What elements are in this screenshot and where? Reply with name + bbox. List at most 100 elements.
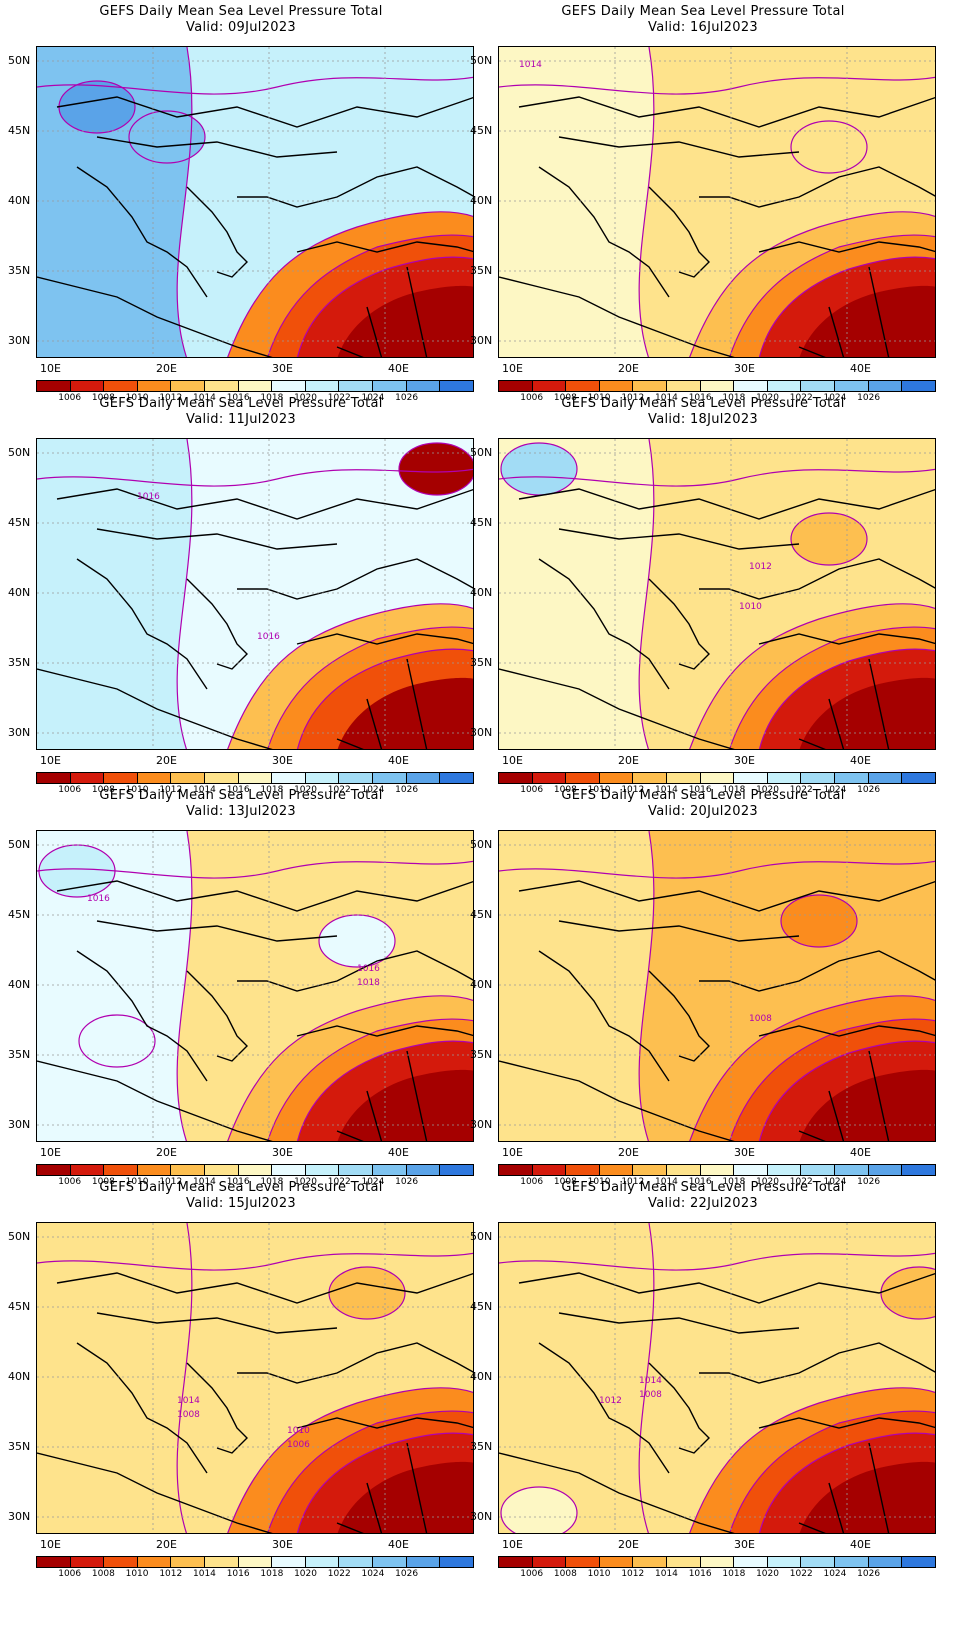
coastline — [186, 970, 248, 1062]
coastline — [76, 1342, 208, 1474]
colorbar-swatch — [835, 1165, 869, 1175]
colorbar-swatch — [532, 1165, 567, 1175]
latitude-label: 45N — [8, 516, 31, 529]
colorbar-swatch — [272, 1557, 306, 1567]
panel-title: GEFS Daily Mean Sea Level Pressure Total — [99, 788, 383, 803]
colorbar-label: 1014 — [655, 1569, 678, 1579]
colorbar-swatch — [339, 773, 374, 783]
colorbar-swatch — [171, 1557, 206, 1567]
longitude-label: 20E — [618, 1146, 639, 1159]
coastline — [828, 1482, 845, 1533]
colorbar-swatch — [599, 1557, 634, 1567]
coastline — [798, 1130, 826, 1141]
colorbar-swatch — [835, 773, 869, 783]
colorbar-swatch — [272, 381, 306, 391]
colorbar-label: 1022 — [789, 785, 813, 795]
colorbar-label: 1014 — [193, 1569, 216, 1579]
colorbar — [36, 1164, 474, 1176]
coastline — [56, 96, 473, 128]
colorbar-label: 1006 — [520, 1569, 544, 1579]
isobar-label: 1018 — [357, 978, 380, 988]
pressure-map: 1016 1016 — [36, 438, 474, 750]
colorbar-swatch — [238, 1165, 273, 1175]
colorbar-swatch — [767, 773, 802, 783]
colorbar-label: 1016 — [226, 1569, 250, 1579]
longitude-label: 20E — [618, 754, 639, 767]
colorbar-swatch — [868, 1165, 903, 1175]
panel-valid-date: Valid: 20Jul2023 — [648, 804, 758, 819]
isobar-contour — [296, 1040, 473, 1141]
coastline — [37, 668, 273, 749]
field-cell — [881, 1267, 935, 1319]
colorbar-swatch — [566, 381, 600, 391]
coastline — [648, 970, 710, 1062]
colorbar-label: 1012 — [621, 1569, 645, 1579]
colorbar-swatch — [406, 1165, 441, 1175]
panel-valid-date: Valid: 15Jul2023 — [186, 1196, 296, 1211]
colorbar-label: 1010 — [587, 1177, 611, 1187]
colorbar-label: 1020 — [294, 393, 317, 403]
longitude-label: 30E — [272, 754, 293, 767]
coastline — [336, 738, 364, 749]
isobar-contour — [499, 860, 935, 879]
pressure-map: 1012 1010 — [498, 438, 936, 750]
isobar-contour — [689, 995, 935, 1141]
longitude-label: 10E — [40, 754, 61, 767]
coastline — [336, 1130, 364, 1141]
isobar-label: 1008 — [177, 1410, 200, 1420]
coastline — [237, 950, 473, 992]
longitude-label: 30E — [734, 362, 755, 375]
colorbar-label: 1022 — [789, 1177, 813, 1187]
coastline — [699, 558, 935, 600]
map-panel: GEFS Daily Mean Sea Level Pressure Total… — [0, 0, 482, 410]
coastline — [518, 880, 935, 912]
colorbar-label: 1006 — [520, 393, 544, 403]
colorbar-label: 1020 — [294, 1569, 317, 1579]
map-panel: GEFS Daily Mean Sea Level Pressure Total… — [0, 392, 482, 802]
colorbar-swatch — [566, 1557, 600, 1567]
isobar-contour — [790, 512, 868, 566]
latitude-label: 35N — [470, 264, 493, 277]
longitude-label: 30E — [734, 754, 755, 767]
field-west-region — [37, 831, 192, 1141]
colorbar-swatch — [104, 1557, 138, 1567]
colorbar-swatch — [499, 773, 533, 783]
longitude-label: 20E — [156, 1146, 177, 1159]
colorbar-swatch — [272, 773, 306, 783]
colorbar-swatch — [599, 1165, 634, 1175]
isobar-contour — [689, 1387, 935, 1533]
coastline — [76, 950, 208, 1082]
coastline — [186, 186, 248, 278]
colorbar-label: 1008 — [553, 393, 577, 403]
colorbar-swatch — [205, 381, 239, 391]
coastline — [648, 578, 710, 670]
coastline — [518, 96, 935, 128]
latitude-label: 45N — [470, 124, 493, 137]
colorbar-swatch — [767, 381, 802, 391]
isobar-label: 1006 — [287, 1440, 310, 1450]
map-panel: GEFS Daily Mean Sea Level Pressure Total… — [462, 784, 944, 1194]
latitude-label: 45N — [8, 908, 31, 921]
colorbar-swatch — [37, 1557, 71, 1567]
isobar-contour — [398, 442, 473, 496]
coastline — [366, 698, 383, 749]
coastline — [237, 166, 473, 208]
colorbar-swatch — [767, 1165, 802, 1175]
latitude-label: 40N — [8, 978, 31, 991]
colorbar-label: 1020 — [756, 785, 779, 795]
colorbar-label: 1022 — [327, 1177, 351, 1187]
isobar-contour — [729, 626, 935, 749]
colorbar-label: 1012 — [621, 393, 645, 403]
field-cell — [781, 895, 857, 947]
colorbar-swatch — [667, 1557, 701, 1567]
isobar-contour — [296, 648, 473, 749]
latitude-label: 50N — [470, 1230, 493, 1243]
colorbar-label: 1024 — [361, 1177, 385, 1187]
colorbar-swatch — [373, 1165, 407, 1175]
colorbar-swatch — [734, 1165, 768, 1175]
isobar-label: 1014 — [519, 60, 542, 70]
latitude-label: 30N — [8, 334, 31, 347]
colorbar-label: 1026 — [857, 393, 881, 403]
colorbar-swatch — [104, 1165, 138, 1175]
field-low-core — [337, 1069, 473, 1141]
